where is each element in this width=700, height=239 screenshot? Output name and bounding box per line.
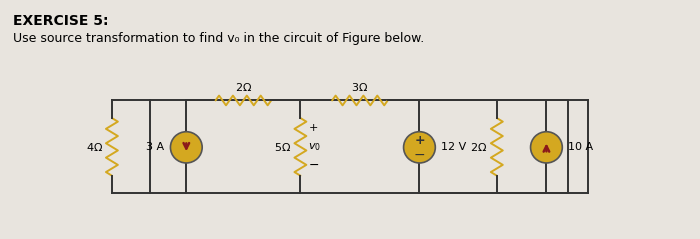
Text: $-$: $-$ (308, 158, 319, 171)
Text: +: + (414, 134, 425, 147)
Text: 4$\Omega$: 4$\Omega$ (85, 141, 103, 153)
Circle shape (170, 132, 202, 163)
Circle shape (404, 132, 435, 163)
Text: 3 A: 3 A (146, 142, 164, 152)
Circle shape (531, 132, 562, 163)
Text: Use source transformation to find v₀ in the circuit of Figure below.: Use source transformation to find v₀ in … (13, 32, 424, 45)
Text: 5$\Omega$: 5$\Omega$ (274, 141, 291, 153)
Text: 2$\Omega$: 2$\Omega$ (234, 81, 252, 93)
Text: −: − (414, 148, 426, 162)
Text: +: + (308, 123, 318, 133)
Text: 2$\Omega$: 2$\Omega$ (470, 141, 487, 153)
Text: 3$\Omega$: 3$\Omega$ (351, 81, 368, 93)
Text: $v_0$: $v_0$ (308, 141, 321, 153)
Text: EXERCISE 5:: EXERCISE 5: (13, 15, 108, 28)
Text: 12 V: 12 V (441, 142, 466, 152)
Text: 10 A: 10 A (568, 142, 594, 152)
